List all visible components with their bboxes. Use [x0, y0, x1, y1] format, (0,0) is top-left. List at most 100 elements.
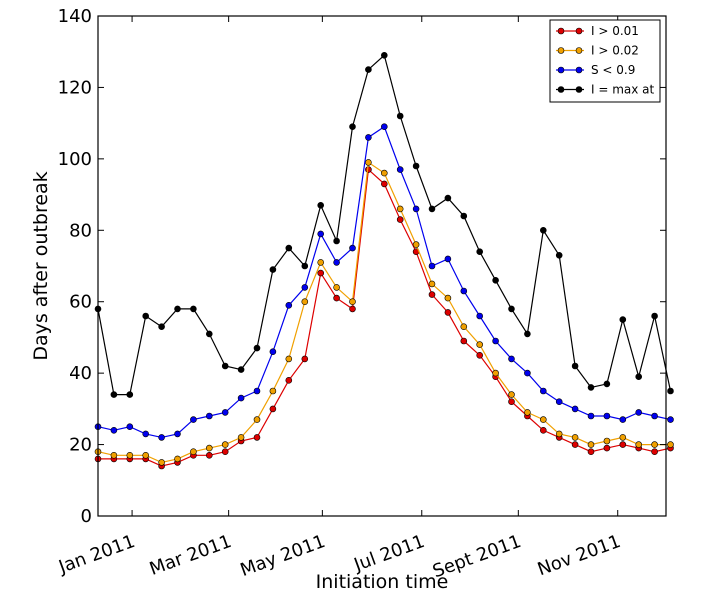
y-tick-label: 80 [69, 220, 92, 241]
data-point [412, 241, 420, 248]
data-point [555, 430, 563, 438]
data-point [206, 444, 213, 452]
data-point [285, 301, 293, 309]
data-point [269, 348, 277, 356]
y-tick-label: 20 [69, 435, 92, 456]
data-point [269, 405, 277, 413]
data-point [428, 205, 436, 213]
data-point [524, 330, 531, 338]
data-point [412, 205, 420, 213]
data-point [508, 391, 515, 398]
data-point [110, 391, 118, 398]
legend-label: I = max at [591, 83, 655, 97]
data-point [349, 298, 356, 306]
data-point [285, 244, 293, 252]
data-point [667, 441, 674, 448]
series-2 [94, 159, 674, 466]
y-tick-label: 0 [81, 506, 92, 527]
data-point [428, 291, 436, 298]
data-point [396, 112, 404, 120]
data-point [571, 434, 579, 441]
plot-frame [97, 15, 667, 517]
data-point [492, 276, 499, 284]
data-point [635, 409, 643, 416]
data-point [524, 409, 531, 416]
legend-marker [575, 66, 583, 74]
data-point [619, 316, 627, 323]
data-point [619, 416, 627, 423]
data-point [492, 337, 499, 345]
data-point [396, 166, 404, 173]
data-point [651, 448, 658, 456]
data-point [221, 362, 229, 370]
data-point [667, 416, 674, 423]
data-point [365, 134, 372, 141]
y-tick-label: 140 [58, 6, 92, 27]
data-point [444, 194, 452, 202]
data-point [285, 355, 293, 363]
data-point [444, 309, 452, 316]
data-point [142, 430, 149, 438]
data-point [333, 294, 340, 302]
data-point [460, 323, 468, 331]
series-3 [94, 123, 674, 441]
data-point [476, 248, 484, 255]
data-point [333, 237, 340, 245]
data-point [221, 441, 229, 448]
data-point [269, 266, 277, 273]
data-point [142, 451, 149, 459]
data-point [221, 409, 229, 416]
data-point [333, 259, 340, 266]
data-point [174, 305, 181, 313]
data-point [444, 294, 452, 302]
data-point [285, 376, 293, 384]
data-point [651, 412, 658, 420]
data-point [651, 441, 658, 448]
data-point [301, 284, 309, 291]
data-point [635, 373, 643, 381]
data-point [380, 169, 388, 177]
data-point [174, 455, 181, 463]
data-point [587, 448, 595, 456]
data-point [460, 212, 468, 220]
legend-marker [557, 86, 565, 93]
data-point [571, 362, 579, 370]
y-axis-label: Days after outbreak [30, 171, 52, 360]
data-point [619, 441, 627, 448]
legend-marker [557, 66, 565, 74]
data-point [190, 416, 197, 423]
data-point [524, 369, 531, 377]
data-point [317, 259, 325, 266]
data-point [444, 255, 452, 263]
data-point [555, 252, 563, 259]
data-point [301, 298, 309, 306]
data-point [237, 366, 245, 373]
y-tick-label: 100 [58, 149, 92, 170]
data-point [253, 387, 261, 395]
data-point [158, 323, 165, 331]
data-point [110, 426, 118, 434]
data-point [269, 387, 277, 395]
data-point [206, 330, 213, 338]
legend-marker [575, 47, 583, 54]
data-point [253, 434, 261, 441]
data-point [428, 262, 436, 270]
data-point [237, 434, 245, 441]
data-point [476, 351, 484, 359]
data-point [539, 227, 547, 234]
data-point [110, 451, 118, 459]
data-point [158, 459, 165, 466]
data-point [460, 287, 468, 295]
data-point [317, 202, 325, 209]
data-point [428, 280, 436, 288]
data-point [603, 380, 611, 388]
data-point [349, 305, 356, 313]
data-point [206, 412, 213, 420]
data-point [539, 416, 547, 423]
data-point [508, 398, 515, 406]
legend-label: I > 0.01 [591, 24, 639, 38]
data-point [158, 434, 165, 441]
data-point [380, 180, 388, 188]
legend-marker [557, 47, 565, 54]
